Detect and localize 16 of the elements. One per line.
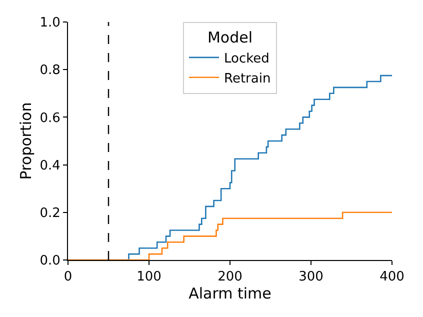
y-tick-label: 1.0	[40, 16, 60, 31]
x-axis-title: Alarm time	[188, 284, 272, 303]
y-tick-label: 0.0	[40, 254, 60, 269]
y-tick-label: 0.4	[40, 158, 60, 174]
y-tick-label: 0.6	[40, 110, 60, 126]
y-tick-label: 0.2	[40, 206, 60, 221]
legend-title: Model	[207, 28, 253, 46]
y-tick-label: 0.8	[40, 63, 60, 78]
x-tick-label: 400	[380, 270, 404, 285]
x-tick-label: 0	[64, 270, 72, 285]
x-tick-label: 200	[218, 270, 242, 285]
legend-label: Locked	[224, 52, 270, 67]
x-tick-label: 300	[298, 270, 324, 285]
legend-label: Retrain	[224, 71, 271, 86]
x-tick-label: 100	[136, 270, 162, 285]
y-axis-title: Proportion	[16, 102, 35, 180]
